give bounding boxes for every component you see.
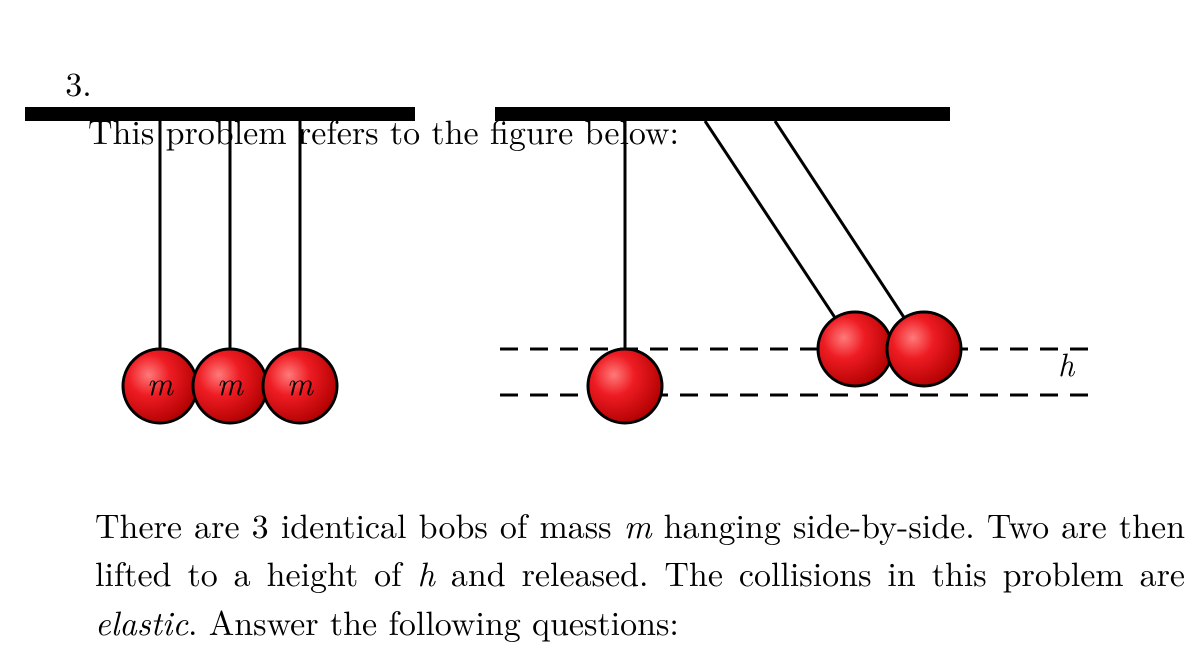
- body-post1: and released. The collisions in this pro…: [435, 548, 1185, 596]
- right-string-raised-2: [775, 121, 904, 318]
- right-string-raised-1: [705, 121, 835, 318]
- height-label: h: [1058, 341, 1076, 386]
- body-pre: There are 3 identical bobs of mass: [95, 500, 624, 548]
- page: 3. This problem refers to the figure bel…: [0, 0, 1200, 647]
- right-bob-raised-1: [818, 312, 892, 386]
- left-bob-label-1: m: [147, 360, 174, 405]
- mass-variable: m: [624, 500, 652, 548]
- newtons-cradle-figure: mmmh: [0, 0, 1200, 460]
- right-bob-hanging: [588, 349, 662, 423]
- problem-body: There are 3 identical bobs of mass m han…: [95, 500, 1185, 645]
- left-bob-label-3: m: [287, 360, 314, 405]
- left-bob-label-2: m: [217, 360, 244, 405]
- right-bob-raised-2: [887, 312, 961, 386]
- height-variable: h: [418, 548, 435, 596]
- elastic-word: elastic: [95, 597, 188, 645]
- body-post2: . Answer the following questions:: [188, 597, 679, 645]
